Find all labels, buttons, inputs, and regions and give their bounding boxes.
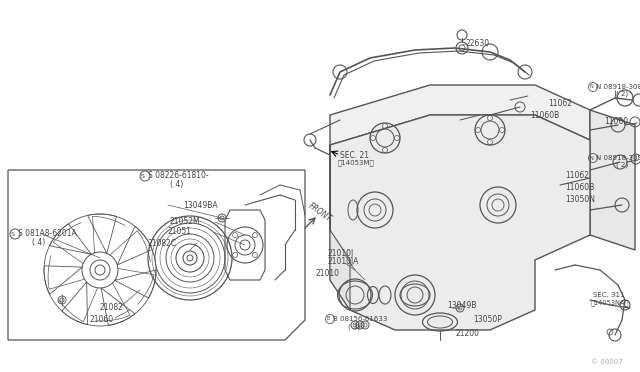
Polygon shape	[115, 270, 156, 298]
Text: 11060B: 11060B	[565, 183, 595, 192]
Text: S: S	[11, 231, 15, 237]
Polygon shape	[44, 266, 82, 294]
Text: 13049B: 13049B	[447, 301, 476, 310]
Text: ( 3): ( 3)	[348, 324, 360, 330]
Text: 11062: 11062	[548, 99, 572, 109]
Text: ( 4): ( 4)	[170, 180, 183, 189]
Text: 13049BA: 13049BA	[183, 201, 218, 209]
Text: S: S	[141, 173, 145, 179]
Text: 21051: 21051	[168, 228, 192, 237]
Polygon shape	[330, 115, 590, 330]
Text: 21010J: 21010J	[328, 248, 355, 257]
Text: S 08226-61810-: S 08226-61810-	[148, 171, 209, 180]
Text: N 08918-3081A: N 08918-3081A	[596, 155, 640, 161]
Text: N 08918-3081A: N 08918-3081A	[596, 84, 640, 90]
Text: S 081A8-6201A: S 081A8-6201A	[18, 230, 77, 238]
Text: 21082: 21082	[100, 302, 124, 311]
Text: 21082C: 21082C	[148, 238, 177, 247]
Text: B 08156-61633: B 08156-61633	[333, 316, 387, 322]
Text: 11062: 11062	[565, 170, 589, 180]
Text: N: N	[589, 155, 593, 160]
Polygon shape	[101, 288, 135, 326]
Text: 21010JA: 21010JA	[328, 257, 360, 266]
Polygon shape	[330, 145, 350, 310]
Text: 21052M: 21052M	[170, 218, 200, 227]
Text: N: N	[589, 84, 593, 90]
Text: 22630: 22630	[466, 39, 490, 48]
Polygon shape	[62, 282, 88, 325]
Text: ( 2): ( 2)	[616, 91, 628, 97]
Polygon shape	[117, 226, 152, 265]
Text: 21010: 21010	[315, 269, 339, 279]
Text: © 00007: © 00007	[591, 359, 623, 365]
Text: 13050N: 13050N	[565, 196, 595, 205]
Polygon shape	[49, 224, 91, 254]
Text: B: B	[326, 317, 330, 321]
Text: 11060: 11060	[604, 118, 628, 126]
Text: 〔14053M〕: 〔14053M〕	[338, 160, 375, 166]
Text: ( 4): ( 4)	[32, 238, 45, 247]
Polygon shape	[590, 110, 635, 250]
Text: 11060B: 11060B	[530, 112, 559, 121]
Text: SEC. 21: SEC. 21	[340, 151, 369, 160]
Text: 〔14053NA〕: 〔14053NA〕	[591, 300, 629, 306]
Text: 21200: 21200	[455, 328, 479, 337]
Text: 21060: 21060	[90, 315, 114, 324]
Text: FRONT: FRONT	[307, 201, 333, 223]
Text: 13050P: 13050P	[473, 315, 502, 324]
Text: ( 2): ( 2)	[616, 162, 628, 168]
Text: SEC. 311: SEC. 311	[593, 292, 625, 298]
Polygon shape	[330, 85, 590, 145]
Polygon shape	[88, 214, 116, 253]
